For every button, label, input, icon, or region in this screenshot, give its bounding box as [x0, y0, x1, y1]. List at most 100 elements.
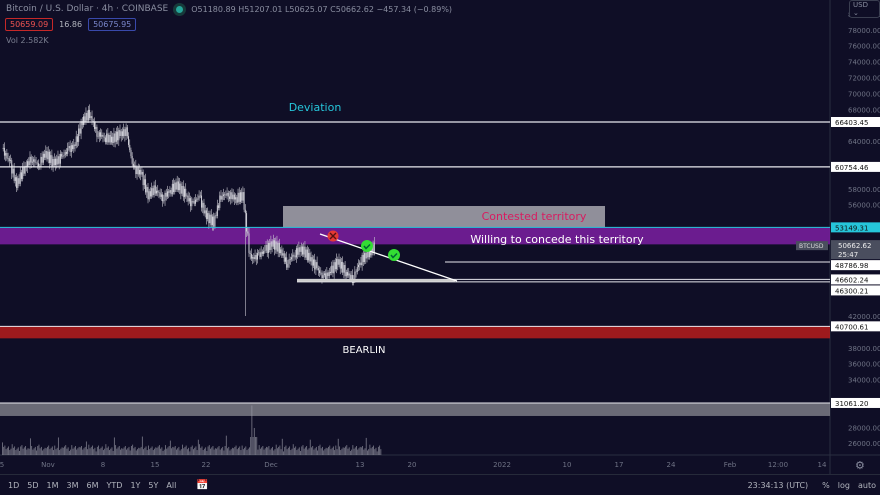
candle-body — [164, 192, 166, 201]
volume-bar — [240, 450, 242, 455]
volume-bar — [359, 446, 361, 455]
toggle-percent[interactable]: % — [822, 480, 830, 490]
volume-bar — [317, 450, 319, 455]
candle-body — [67, 148, 69, 154]
volume-bar — [268, 446, 270, 455]
candle-body — [18, 178, 20, 184]
volume-bar — [195, 446, 197, 455]
candle-body — [101, 134, 103, 137]
volume-bar — [297, 448, 299, 455]
candle-body — [138, 170, 140, 175]
volume-bar — [61, 447, 63, 455]
range-5y[interactable]: 5Y — [148, 480, 159, 490]
volume-bar — [12, 447, 14, 455]
volume-bar — [323, 450, 325, 455]
volume-bar — [302, 445, 304, 455]
candle-body — [224, 194, 226, 196]
candle-body — [253, 257, 255, 260]
volume-bar — [380, 449, 382, 455]
symbol-tag-bg — [796, 241, 828, 251]
candle-body — [145, 179, 147, 193]
range-1y[interactable]: 1Y — [130, 480, 141, 490]
settings-gear-icon[interactable]: ⚙ — [855, 459, 865, 472]
volume-bar — [128, 446, 130, 455]
price-chart[interactable]: Deviation Contested territory Willing to c… — [0, 0, 880, 474]
candle-body — [100, 132, 102, 137]
candle-body — [174, 182, 176, 193]
volume-bar — [31, 446, 33, 455]
compare-date-icon[interactable]: 📅 — [196, 479, 209, 491]
candle-body — [128, 136, 130, 145]
range-3m[interactable]: 3M — [66, 480, 79, 490]
volume-bar — [203, 448, 205, 455]
candle-body — [135, 165, 137, 175]
candle-body — [231, 192, 233, 200]
candle-body — [284, 257, 286, 262]
range-1m[interactable]: 1M — [46, 480, 59, 490]
candle-body — [293, 254, 295, 256]
volume-bar — [295, 446, 297, 455]
volume-bar — [168, 446, 170, 455]
volume-bar — [208, 445, 210, 455]
candle-body — [204, 210, 206, 214]
volume-bar — [145, 446, 147, 455]
volume-bar — [351, 449, 353, 455]
candle-body — [271, 241, 273, 247]
toggle-log[interactable]: log — [837, 480, 850, 490]
candle-body — [93, 121, 95, 129]
deviation-label: Deviation — [289, 101, 342, 114]
buy-price-button[interactable]: 50675.95 — [88, 18, 137, 31]
range-ytd[interactable]: YTD — [106, 480, 123, 490]
candle-body — [123, 129, 125, 137]
utc-clock[interactable]: 23:34:13 (UTC) — [747, 480, 809, 490]
y-tick-label: 68000.00 — [848, 106, 880, 114]
candle-body — [58, 156, 60, 164]
symbol-title[interactable]: Bitcoin / U.S. Dollar · 4h · COINBASE — [6, 4, 169, 14]
volume-bar — [28, 448, 30, 455]
volume-bar — [269, 449, 271, 455]
range-6m[interactable]: 6M — [86, 480, 99, 490]
volume-bar — [373, 445, 374, 455]
volume-bar — [225, 435, 227, 455]
candle-body — [277, 242, 279, 252]
currency-button[interactable]: USD ⌄ — [849, 0, 880, 18]
toggle-auto[interactable]: auto — [857, 480, 876, 490]
range-5d[interactable]: 5D — [27, 480, 39, 490]
candle-body — [166, 191, 168, 197]
range-all[interactable]: All — [166, 480, 177, 490]
volume-bar — [250, 437, 252, 455]
range-1d[interactable]: 1D — [8, 480, 20, 490]
volume-bar — [341, 448, 343, 455]
candle-body — [213, 216, 215, 227]
volume-bar — [70, 449, 72, 455]
volume-bar — [194, 447, 196, 455]
volume-bar — [102, 450, 104, 455]
volume-bar — [369, 444, 371, 455]
candle-body — [197, 198, 199, 200]
candle-body — [330, 271, 331, 273]
volume-bar — [229, 450, 231, 455]
candle-body — [157, 190, 159, 193]
sell-price-button[interactable]: 50659.09 — [5, 18, 54, 31]
volume-bar — [43, 449, 45, 455]
candle-body — [97, 136, 99, 138]
volume-bar — [339, 446, 340, 455]
volume-bar — [311, 447, 312, 455]
candle-body — [221, 196, 223, 200]
volume-bar — [60, 448, 62, 455]
volume-bar — [113, 437, 115, 455]
volume-bar — [274, 449, 276, 455]
volume-bar — [123, 447, 125, 455]
volume-bar — [349, 450, 351, 455]
contested-label: Contested territory — [482, 210, 587, 223]
candle-body — [146, 187, 148, 193]
volume-bar — [258, 445, 260, 455]
volume-bar — [105, 444, 107, 455]
volume-bar — [242, 449, 244, 455]
volume-bar — [210, 448, 211, 455]
level-label: 66403.45 — [835, 119, 868, 127]
x-tick-label: 12:00 — [768, 461, 788, 469]
bearlin-label: BEARLIN — [343, 345, 386, 356]
candle-body — [299, 247, 301, 252]
candle-body — [238, 192, 240, 202]
